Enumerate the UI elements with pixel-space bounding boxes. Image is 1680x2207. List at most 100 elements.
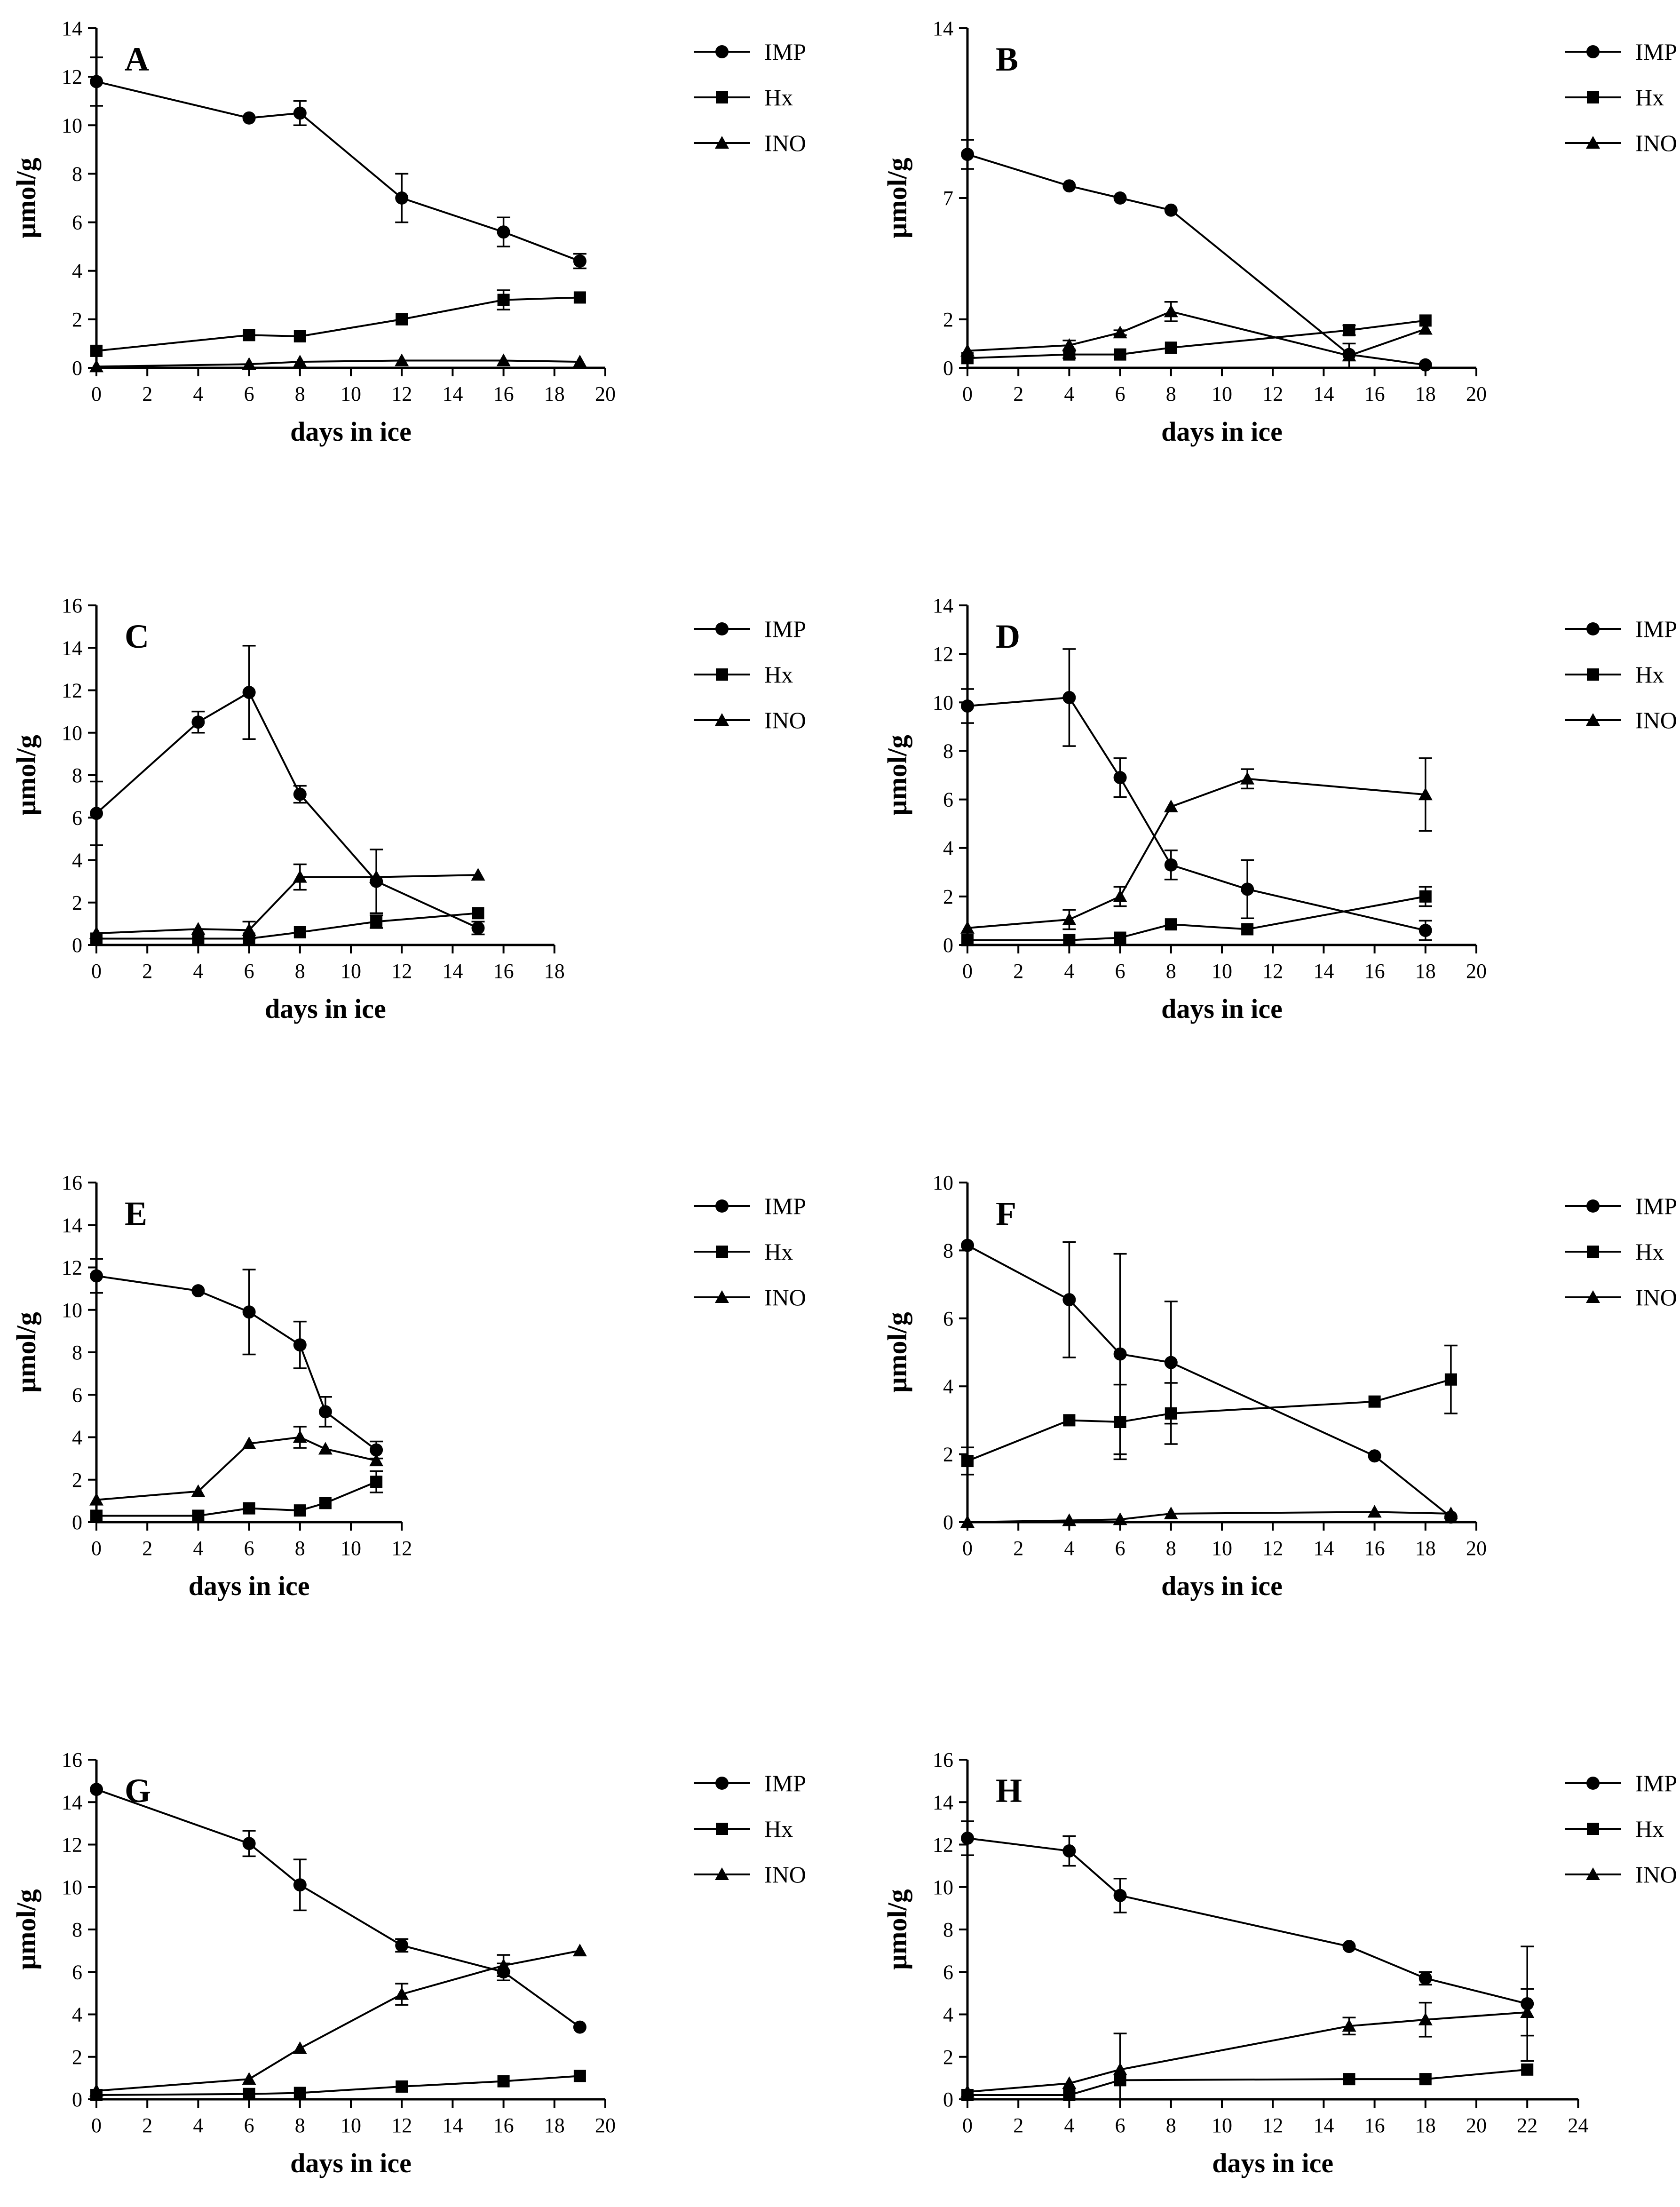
x-tick-label: 0 — [91, 2114, 102, 2137]
data-point-imp — [1113, 191, 1127, 205]
legend-label-hx: Hx — [764, 84, 793, 111]
x-tick-label: 18 — [1415, 960, 1436, 983]
legend-marker-hx — [716, 91, 728, 103]
data-point-ino — [1113, 2062, 1127, 2075]
x-axis-title: days in ice — [290, 2148, 412, 2178]
data-point-hx — [370, 1476, 383, 1488]
legend-marker-hx — [1587, 91, 1599, 103]
legend-label-imp: IMP — [1635, 1193, 1677, 1219]
data-point-ino — [1062, 1513, 1077, 1526]
legend-label-ino: INO — [1635, 1284, 1677, 1310]
x-tick-label: 8 — [295, 382, 305, 405]
x-tick-label: 18 — [1415, 382, 1436, 405]
x-tick-label: 14 — [1313, 1537, 1334, 1560]
data-point-ino — [471, 868, 485, 881]
y-tick-label: 8 — [72, 162, 82, 185]
data-point-imp — [90, 807, 103, 820]
data-point-ino — [1164, 1506, 1178, 1519]
y-tick-label: 6 — [72, 211, 82, 234]
x-tick-label: 6 — [1115, 960, 1125, 983]
data-point-ino — [89, 359, 103, 373]
x-tick-label: 8 — [295, 960, 305, 983]
x-tick-label: 24 — [1568, 2114, 1588, 2137]
series-line-ino — [967, 310, 1426, 357]
series-hx — [90, 907, 484, 945]
legend: IMP Hx INO — [694, 39, 806, 156]
x-tick-label: 18 — [544, 2114, 565, 2137]
x-tick-label: 6 — [1115, 2114, 1125, 2137]
y-tick-label: 10 — [933, 1876, 953, 1899]
data-point-ino — [1240, 771, 1255, 785]
data-point-ino — [1113, 325, 1127, 339]
data-point-imp — [318, 1405, 332, 1419]
x-tick-label: 8 — [1166, 1537, 1176, 1560]
y-tick-label: 6 — [72, 1961, 82, 1984]
series-line-hx — [96, 912, 478, 940]
series-hx — [961, 886, 1432, 946]
data-point-ino — [960, 1515, 975, 1528]
data-point-imp — [573, 2020, 586, 2034]
data-point-ino — [293, 2041, 307, 2054]
data-point-ino — [318, 1442, 333, 1455]
x-tick-label: 2 — [142, 1537, 152, 1560]
x-tick-label: 12 — [391, 2114, 412, 2137]
legend: IMP Hx INO — [1565, 39, 1677, 156]
data-point-hx — [497, 2075, 510, 2088]
x-tick-label: 0 — [962, 2114, 973, 2137]
data-point-imp — [293, 1338, 307, 1352]
x-axis-title: days in ice — [1161, 993, 1283, 1024]
x-tick-label: 2 — [1013, 960, 1023, 983]
x-tick-label: 10 — [341, 2114, 361, 2137]
series-line-imp — [967, 696, 1426, 932]
panel-b: 0 2 4 6 8 10 12 14 16 18 20 0 2 7 14 days in ice μmol/g B… — [882, 17, 1677, 447]
data-point-ino — [1520, 2005, 1535, 2018]
panel-d: 0 2 4 6 8 10 12 14 16 18 20 0 2 4 6 8 10 12 14 days in ice μ… — [882, 594, 1677, 1024]
x-tick-label: 16 — [493, 382, 514, 405]
data-point-imp — [1062, 1293, 1076, 1307]
data-point-hx — [1114, 1416, 1126, 1429]
panel-letter: E — [125, 1195, 147, 1232]
legend-marker-hx — [716, 668, 728, 681]
series-line-ino — [96, 1950, 580, 2092]
legend: IMP Hx INO — [694, 1770, 806, 1888]
data-point-imp — [961, 1238, 974, 1252]
series-hx — [90, 1470, 383, 1522]
data-point-ino — [960, 921, 975, 934]
series-line-imp — [96, 1275, 377, 1451]
legend-marker-ino — [715, 136, 729, 149]
x-axis-title: days in ice — [189, 1571, 310, 1601]
data-point-hx — [1063, 1414, 1076, 1427]
y-tick-label: 12 — [933, 643, 953, 666]
data-point-ino — [242, 357, 256, 370]
data-point-hx — [1343, 2073, 1355, 2086]
x-tick-label: 12 — [391, 960, 412, 983]
y-tick-label: 0 — [72, 934, 82, 957]
x-tick-label: 14 — [442, 382, 463, 405]
legend-label-imp: IMP — [764, 39, 806, 65]
data-point-imp — [1164, 203, 1178, 217]
y-tick-label: 16 — [62, 594, 82, 617]
x-tick-label: 12 — [391, 382, 412, 405]
x-tick-label: 12 — [1262, 1537, 1283, 1560]
data-point-imp — [242, 1837, 256, 1850]
legend-label-hx: Hx — [764, 1816, 793, 1842]
y-tick-label: 10 — [933, 1171, 953, 1194]
y-tick-label: 2 — [72, 308, 82, 331]
data-point-imp — [191, 715, 205, 729]
panel-c: 0 2 4 6 8 10 12 14 16 18 0 2 4 6 8 10 12 14 16 days in ice μ… — [11, 594, 806, 1024]
series-line-ino — [96, 359, 580, 368]
series-hx — [90, 289, 586, 357]
y-axis-title: μmol/g — [882, 1889, 912, 1969]
legend-marker-imp — [715, 1199, 729, 1213]
y-tick-label: 12 — [62, 1834, 82, 1857]
y-tick-label: 4 — [72, 2003, 82, 2026]
x-tick-label: 16 — [493, 960, 514, 983]
data-point-hx — [1241, 923, 1254, 936]
panel-e: 0 2 4 6 8 10 12 0 2 4 6 8 10 12 14 16 days in ice μmol/g E… — [11, 1171, 806, 1601]
panel-letter: B — [996, 40, 1018, 78]
y-axis-title: μmol/g — [882, 735, 912, 815]
y-tick-label: 2 — [72, 2046, 82, 2069]
data-point-ino — [496, 353, 511, 366]
x-axis-title: days in ice — [1161, 416, 1283, 447]
